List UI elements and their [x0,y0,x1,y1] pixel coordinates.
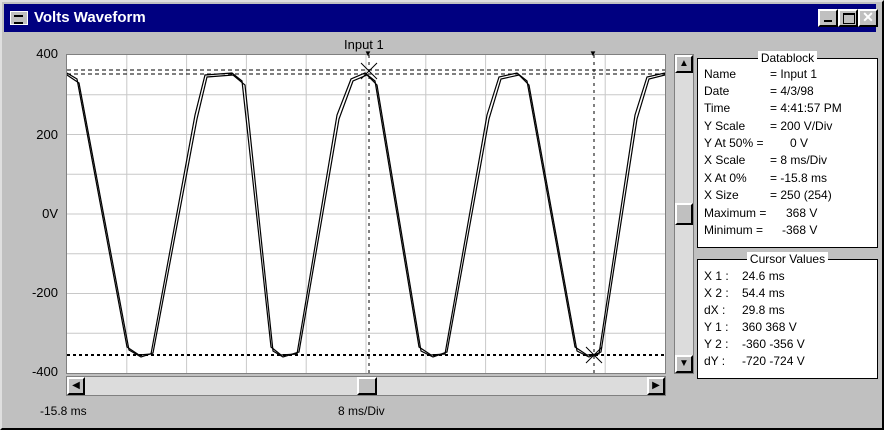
cursor-label: dY : [704,354,726,368]
datablock-label: X Scale [704,153,746,167]
datablock-label: Maximum = [704,206,767,220]
datablock-value: = -15.8 ms [770,171,828,185]
cursor-value: 360 368 V [742,320,797,334]
datablock-row: Y Scale = 200 V/Div [704,119,832,133]
datablock-value: = 8 ms/Div [770,153,828,167]
datablock-value: = Input 1 [770,67,818,81]
cursor-value: -720 -724 V [742,354,805,368]
vertical-scroll-thumb[interactable] [675,203,693,225]
cursor-value: 29.8 ms [742,303,785,317]
horizontal-scroll-thumb[interactable] [357,377,377,395]
cursor-value: -360 -356 V [742,337,805,351]
cursor-value: 54.4 ms [742,286,785,300]
waveform-svg [66,55,666,373]
cursor-value-row: X 2 : 54.4 ms [704,286,785,300]
window-title: Volts Waveform [34,9,146,26]
scroll-up-button[interactable]: ▲ [675,55,693,73]
datablock-label: Time [704,101,731,115]
scroll-down-button[interactable]: ▼ [675,355,693,373]
close-button[interactable]: ✕ [858,9,878,27]
datablock-label: Name [704,67,737,81]
horizontal-scrollbar[interactable]: ◀ ▶ [66,376,666,396]
x2-cursor-marker[interactable] [585,346,603,364]
cursor-value: 24.6 ms [742,269,785,283]
datablock-row: X Scale = 8 ms/Div [704,153,827,167]
datablock-row: Maximum = 368 V [704,206,817,220]
datablock-value: -368 V [782,223,818,237]
datablock-row: Name = Input 1 [704,67,817,81]
datablock-label: X At 0% [704,171,747,185]
datablock-value: 0 V [790,136,809,150]
datablock-value: = 200 V/Div [770,119,833,133]
cursor-label: Y 1 : [704,320,729,334]
cursor-label: X 2 : [704,286,729,300]
datablock-panel: Datablock Name = Input 1 Date = 4/3/98 Tim… [697,51,878,248]
waveform-plot[interactable] [66,54,666,374]
cursor-values-panel: Cursor Values X 1 :24.6 ms X 2 :54.4 ms … [697,252,878,379]
cursor-value-row: Y 1 : 360 368 V [704,320,797,334]
scroll-left-button[interactable]: ◀ [67,377,85,395]
minimize-button[interactable] [818,9,838,27]
y-tick-label: 200 [36,127,58,142]
datablock-value: = 4/3/98 [770,84,814,98]
y-tick-label: 400 [36,46,58,61]
datablock-label: Date [704,84,730,98]
cursor-value-row: X 1 : 24.6 ms [704,269,785,283]
x-start-label: -15.8 ms [40,404,87,418]
datablock-row: X At 0% = -15.8 ms [704,171,827,185]
x2-cursor-handle[interactable]: ▼ [589,49,597,58]
datablock-row: X Size = 250 (254) [704,188,832,202]
cursor-value-row: dX : 29.8 ms [704,303,785,317]
cursor-label: dX : [704,303,726,317]
y-tick-label: 0V [42,206,58,221]
vertical-scrollbar[interactable]: ▲ ▼ [674,54,694,374]
maximize-button[interactable] [838,9,858,27]
datablock-label: Y Scale [704,119,746,133]
datablock-row: Minimum = -368 V [704,223,817,237]
plot-grid [67,55,665,373]
cursor-values-title: Cursor Values [746,252,829,266]
datablock-label: X Size [704,188,739,202]
x-scale-label: 8 ms/Div [338,404,385,418]
datablock-title: Datablock [757,51,818,65]
x1-cursor-handle[interactable]: ▼ [364,49,372,58]
datablock-label: Y At 50% = [704,136,764,150]
scroll-right-button[interactable]: ▶ [647,377,665,395]
x1-cursor-marker[interactable] [360,62,378,80]
channel-label: Input 1 [344,37,384,52]
volts-trace [66,72,666,358]
datablock-row: Date = 4/3/98 [704,84,814,98]
waveform-window-icon[interactable] [10,11,28,25]
y-tick-label: -200 [31,285,58,300]
datablock-row: Time = 4:41:57 PM [704,101,842,115]
datablock-value: = 4:41:57 PM [770,101,842,115]
y-tick-label: -400 [31,364,58,379]
title-bar[interactable]: Volts Waveform ✕ [4,4,878,32]
datablock-value: 368 V [786,206,818,220]
datablock-label: Minimum = [704,223,764,237]
cursor-label: Y 2 : [704,337,729,351]
datablock-value: = 250 (254) [770,188,832,202]
cursor-value-row: Y 2 : -360 -356 V [704,337,805,351]
cursor-label: X 1 : [704,269,729,283]
datablock-row: Y At 50% = 0 V [704,136,808,150]
cursor-value-row: dY : -720 -724 V [704,354,805,368]
